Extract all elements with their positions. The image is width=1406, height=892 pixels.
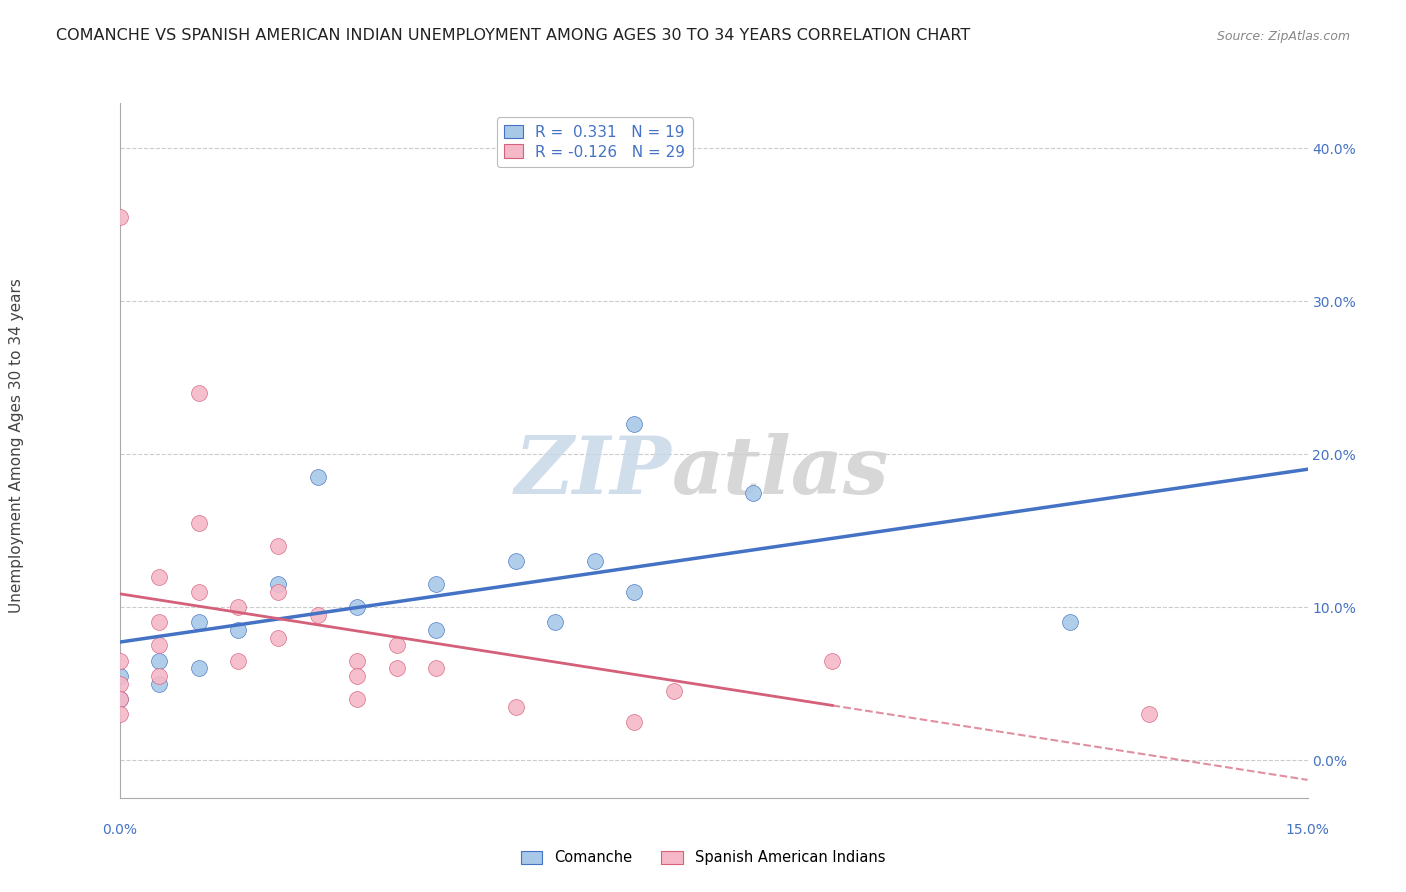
Legend: R =  0.331   N = 19, R = -0.126   N = 29: R = 0.331 N = 19, R = -0.126 N = 29 xyxy=(496,117,693,167)
Point xyxy=(623,714,645,729)
Point xyxy=(346,692,368,706)
Point xyxy=(187,615,209,630)
Point xyxy=(385,661,408,675)
Point xyxy=(583,554,606,568)
Point xyxy=(1137,707,1160,722)
Text: 15.0%: 15.0% xyxy=(1285,823,1330,837)
Point xyxy=(187,661,209,675)
Point xyxy=(385,639,408,653)
Point xyxy=(108,654,131,668)
Point xyxy=(228,600,250,615)
Point xyxy=(662,684,685,698)
Point xyxy=(108,692,131,706)
Point xyxy=(267,585,290,599)
Point xyxy=(187,585,209,599)
Text: ZIP: ZIP xyxy=(515,433,672,510)
Point xyxy=(623,585,645,599)
Point xyxy=(148,615,170,630)
Text: Source: ZipAtlas.com: Source: ZipAtlas.com xyxy=(1216,30,1350,43)
Point xyxy=(346,654,368,668)
Point xyxy=(267,539,290,553)
Point xyxy=(623,417,645,431)
Point xyxy=(307,607,329,622)
Point xyxy=(148,639,170,653)
Point xyxy=(108,669,131,683)
Point xyxy=(148,676,170,690)
Point xyxy=(148,654,170,668)
Point xyxy=(346,600,368,615)
Point xyxy=(821,654,844,668)
Point xyxy=(228,623,250,637)
Point xyxy=(267,631,290,645)
Point xyxy=(505,554,527,568)
Point xyxy=(544,615,567,630)
Point xyxy=(267,577,290,591)
Point xyxy=(187,386,209,401)
Point xyxy=(108,676,131,690)
Text: 0.0%: 0.0% xyxy=(103,823,136,837)
Point xyxy=(108,692,131,706)
Point xyxy=(425,577,447,591)
Legend: Comanche, Spanish American Indians: Comanche, Spanish American Indians xyxy=(515,845,891,871)
Point xyxy=(1059,615,1081,630)
Point xyxy=(742,485,765,500)
Point xyxy=(148,669,170,683)
Point xyxy=(307,470,329,484)
Point xyxy=(187,516,209,530)
Text: Unemployment Among Ages 30 to 34 years: Unemployment Among Ages 30 to 34 years xyxy=(10,278,24,614)
Point xyxy=(108,707,131,722)
Point xyxy=(505,699,527,714)
Text: COMANCHE VS SPANISH AMERICAN INDIAN UNEMPLOYMENT AMONG AGES 30 TO 34 YEARS CORRE: COMANCHE VS SPANISH AMERICAN INDIAN UNEM… xyxy=(56,29,970,43)
Text: atlas: atlas xyxy=(672,433,890,510)
Point xyxy=(108,211,131,225)
Point xyxy=(228,654,250,668)
Point xyxy=(148,569,170,583)
Point xyxy=(346,669,368,683)
Point xyxy=(425,661,447,675)
Point xyxy=(425,623,447,637)
